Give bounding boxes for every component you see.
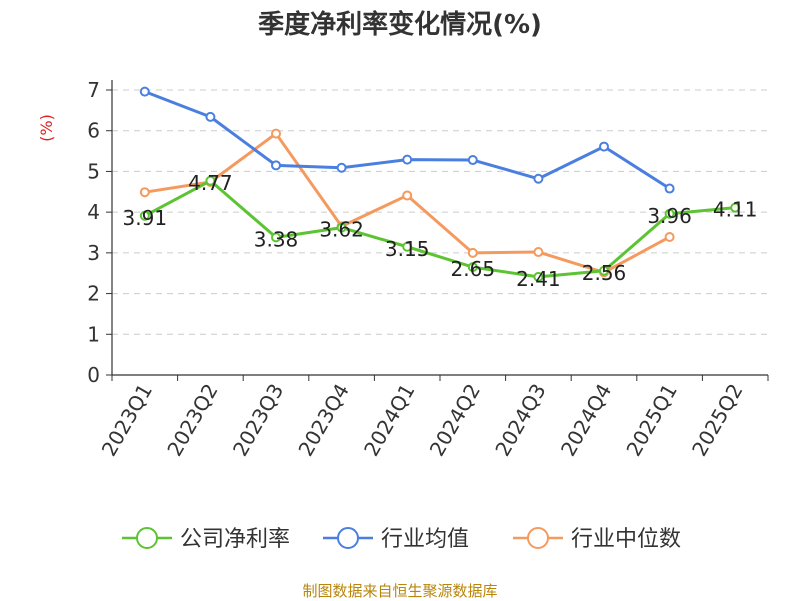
legend-label: 公司净利率: [180, 527, 290, 552]
data-point: [664, 208, 675, 219]
x-tick-label: 2024Q4: [556, 380, 616, 461]
data-point: [467, 262, 478, 273]
data-point: [139, 210, 150, 221]
x-tick-label: 2025Q2: [687, 380, 747, 461]
data-label: 2.56: [582, 261, 627, 285]
data-point: [336, 222, 347, 233]
data-point: [205, 175, 216, 186]
series-lines: [139, 86, 741, 282]
y-tick-label: 1: [87, 322, 100, 346]
y-tick-label: 5: [87, 159, 100, 183]
data-label: 3.91: [123, 206, 168, 230]
data-point: [467, 247, 478, 258]
data-label: 2.65: [451, 257, 496, 281]
series-line: [144, 179, 736, 279]
data-point: [402, 190, 413, 201]
y-tick-label: 4: [87, 200, 100, 224]
chart-title: 季度净利率变化情况(%): [258, 10, 542, 40]
y-tick-label: 6: [87, 119, 100, 143]
y-tick-label: 0: [87, 363, 100, 387]
legend: 公司净利率 行业均值 行业中位数: [122, 527, 681, 552]
data-point: [599, 265, 609, 276]
y-tick-label: 7: [87, 78, 100, 102]
data-label: 3.15: [385, 237, 430, 261]
data-point: [467, 155, 478, 166]
data-point: [336, 162, 347, 173]
x-tick-label: 2024Q2: [425, 380, 485, 461]
data-label: 3.96: [647, 204, 692, 228]
data-point: [533, 271, 544, 282]
legend-marker: [527, 527, 549, 549]
data-point: [533, 247, 544, 258]
x-tick-label: 2024Q3: [490, 380, 550, 461]
legend-marker: [337, 527, 359, 549]
data-point: [139, 187, 150, 198]
x-tick-label: 2023Q2: [162, 380, 222, 461]
data-point: [402, 241, 413, 252]
x-tick-label: 2023Q1: [97, 380, 157, 461]
x-tick-label: 2023Q4: [293, 380, 353, 461]
legend-label: 行业中位数: [571, 527, 681, 552]
data-point: [533, 173, 544, 184]
data-label: 3.62: [319, 218, 364, 242]
y-tick-label: 3: [87, 241, 100, 265]
data-labels: 3.91 4.77 3.38 3.62 3.15 2.65 2.41 2.56 3.96 4.11: [123, 171, 758, 291]
data-point: [271, 232, 281, 243]
source-note: 制图数据来自恒生聚源数据库: [302, 582, 498, 600]
data-label: 3.38: [254, 227, 299, 251]
data-point: [402, 154, 413, 165]
data-point: [664, 231, 675, 242]
data-point: [271, 160, 281, 171]
data-label: 2.41: [516, 267, 561, 291]
data-point: [139, 86, 150, 97]
data-label: 4.11: [713, 198, 758, 222]
x-tick-label: 2023Q3: [228, 380, 288, 461]
x-tick-label: 2025Q1: [621, 380, 681, 461]
data-point: [205, 111, 216, 122]
data-point: [599, 141, 609, 152]
data-label: 4.77: [188, 171, 233, 195]
x-tick-label: 2024Q1: [359, 380, 419, 461]
data-point: [664, 183, 675, 194]
y-tick-label: 2: [87, 282, 100, 306]
legend-marker: [136, 527, 158, 549]
data-point: [730, 202, 741, 213]
legend-label: 行业均值: [381, 527, 469, 552]
y-axis-label: (%): [37, 114, 56, 142]
data-point: [271, 128, 281, 139]
